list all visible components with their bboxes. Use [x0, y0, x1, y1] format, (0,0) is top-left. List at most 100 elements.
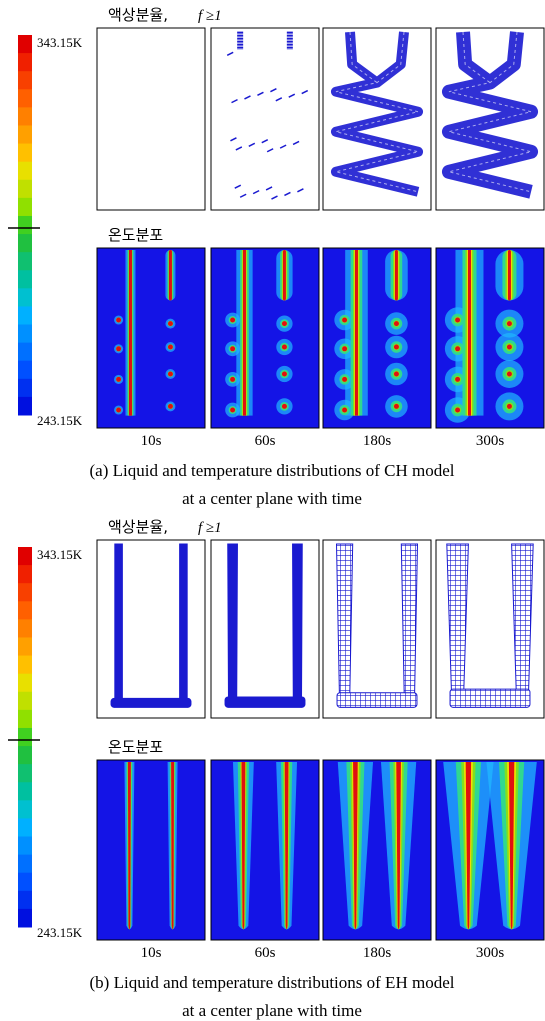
- hot-zone: [282, 250, 286, 301]
- colorbar-max-label: 343.15K: [37, 35, 83, 50]
- liquid-fragment: [252, 189, 260, 195]
- hot-spot: [455, 317, 461, 323]
- colorbar-segment: [18, 800, 32, 819]
- colorbar-segment: [18, 601, 32, 620]
- hot-spot: [281, 371, 287, 377]
- colorbar-segment: [18, 872, 32, 892]
- colorbar-segment: [18, 836, 32, 856]
- liquid-fragment: [271, 195, 278, 200]
- liquid-fragment: [301, 89, 309, 95]
- temperature-field: [210, 247, 320, 429]
- colorbar-segment: [18, 143, 32, 163]
- hot-zone: [467, 250, 471, 416]
- colorbar-segment: [18, 179, 32, 199]
- hot-spot: [167, 371, 173, 377]
- temperature-title: 온도분포: [108, 226, 163, 244]
- colorbar-segment: [18, 234, 32, 253]
- hot-spot: [230, 407, 236, 413]
- temperature-field: [210, 759, 320, 941]
- hot-spot: [506, 321, 512, 327]
- hot-spot: [393, 321, 399, 327]
- colorbar-segment: [18, 288, 32, 307]
- liquid-field: [96, 27, 206, 211]
- hot-spot: [281, 321, 287, 327]
- hot-zone: [241, 762, 246, 930]
- liquid-fragment: [235, 146, 243, 151]
- hot-spot: [393, 403, 399, 409]
- time-label: 10s: [141, 433, 162, 449]
- hot-zone: [168, 250, 172, 301]
- colorbar-segment: [18, 746, 32, 765]
- colorbar-segment: [18, 71, 32, 90]
- hot-zone: [465, 762, 472, 930]
- colorbar-segment: [18, 583, 32, 602]
- hot-spot: [116, 346, 122, 352]
- hot-zone: [128, 250, 132, 416]
- liquid-fragment: [297, 188, 304, 193]
- liquid-fragment: [239, 193, 247, 198]
- liquid-fragment: [261, 138, 269, 144]
- hot-zone: [396, 762, 401, 930]
- liquid-region: [224, 696, 306, 708]
- colorbar-segment: [18, 854, 32, 874]
- hot-spot: [116, 407, 122, 413]
- hot-spot: [167, 403, 173, 409]
- hot-spot: [230, 376, 236, 382]
- liquid-region: [114, 543, 123, 701]
- temperature-field: [96, 247, 206, 429]
- hot-zone: [127, 762, 131, 930]
- colorbar-segment: [18, 396, 32, 416]
- hot-spot: [342, 317, 348, 323]
- colorbar-segment: [18, 727, 32, 747]
- liquid-fragment: [244, 95, 251, 100]
- liquid-mesh: [448, 31, 532, 193]
- hot-spot: [342, 407, 348, 413]
- colorbar-segment: [18, 161, 32, 181]
- hot-zone: [353, 762, 358, 930]
- colorbar-segment: [18, 306, 32, 326]
- hot-spot: [342, 376, 348, 382]
- liquid-region: [179, 543, 188, 701]
- liquid-field: [210, 27, 320, 211]
- colorbar-segment: [18, 53, 32, 72]
- caption: at a center plane with time: [182, 489, 362, 508]
- hot-zone: [394, 250, 398, 301]
- liquid-region: [292, 543, 303, 701]
- liquid-fragment: [231, 98, 238, 104]
- colorbar-segment: [18, 378, 32, 398]
- colorbar-segment: [18, 197, 32, 217]
- colorbar-min-label: 243.15K: [37, 925, 83, 940]
- liquid-fragment: [226, 51, 234, 56]
- colorbar-segment: [18, 782, 32, 801]
- time-label: 10s: [141, 945, 162, 961]
- caption: (a) Liquid and temperature distributions…: [90, 461, 455, 480]
- liquid-region: [227, 543, 238, 701]
- colorbar-segment: [18, 890, 32, 910]
- time-label: 300s: [476, 945, 505, 961]
- colorbar-segment: [18, 107, 32, 126]
- hot-spot: [116, 376, 122, 382]
- hot-zone: [242, 250, 246, 416]
- hot-spot: [281, 344, 287, 350]
- liquid-fragment: [284, 191, 291, 197]
- colorbar-segment: [18, 35, 32, 54]
- colorbar-segment: [18, 270, 32, 289]
- liquid-region: [449, 688, 531, 708]
- colorbar-segment: [18, 252, 32, 271]
- temperature-field: [96, 759, 206, 941]
- hot-zone: [284, 762, 289, 930]
- hot-spot: [342, 346, 348, 352]
- temperature-title: 온도분포: [108, 738, 163, 756]
- liquid-condition: f ≥1: [198, 8, 222, 24]
- hot-zone: [507, 250, 511, 301]
- hot-spot: [393, 371, 399, 377]
- liquid-field: [96, 539, 206, 719]
- figure-panel: 343.15K 243.15K 액상분율, f ≥1 온도분포 10s 60s 180s 300…: [8, 6, 545, 508]
- hot-zone: [171, 762, 175, 930]
- colorbar-segment: [18, 324, 32, 344]
- time-label: 60s: [255, 433, 276, 449]
- colorbar-segment: [18, 691, 32, 711]
- colorbar-segment: [18, 547, 32, 566]
- liquid-region: [335, 543, 354, 701]
